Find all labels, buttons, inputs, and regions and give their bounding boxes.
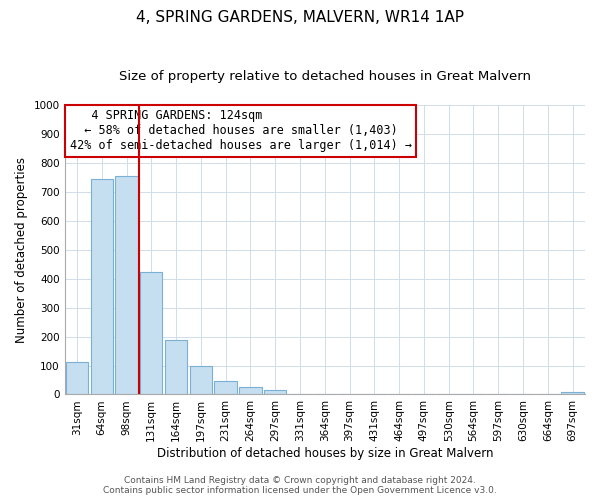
Text: 4, SPRING GARDENS, MALVERN, WR14 1AP: 4, SPRING GARDENS, MALVERN, WR14 1AP [136, 10, 464, 25]
Bar [115, 176, 137, 394]
Title: Size of property relative to detached houses in Great Malvern: Size of property relative to detached ho… [119, 70, 531, 83]
Bar [190, 366, 212, 394]
Bar [165, 340, 187, 394]
X-axis label: Distribution of detached houses by size in Great Malvern: Distribution of detached houses by size … [157, 447, 493, 460]
Bar [91, 179, 113, 394]
Text: Contains HM Land Registry data © Crown copyright and database right 2024.
Contai: Contains HM Land Registry data © Crown c… [103, 476, 497, 495]
Bar [562, 392, 584, 394]
Bar [140, 272, 163, 394]
Bar [214, 381, 237, 394]
Y-axis label: Number of detached properties: Number of detached properties [15, 156, 28, 342]
Bar [264, 390, 286, 394]
Bar [239, 387, 262, 394]
Text: 4 SPRING GARDENS: 124sqm
  ← 58% of detached houses are smaller (1,403)
42% of s: 4 SPRING GARDENS: 124sqm ← 58% of detach… [70, 110, 412, 152]
Bar [66, 362, 88, 394]
